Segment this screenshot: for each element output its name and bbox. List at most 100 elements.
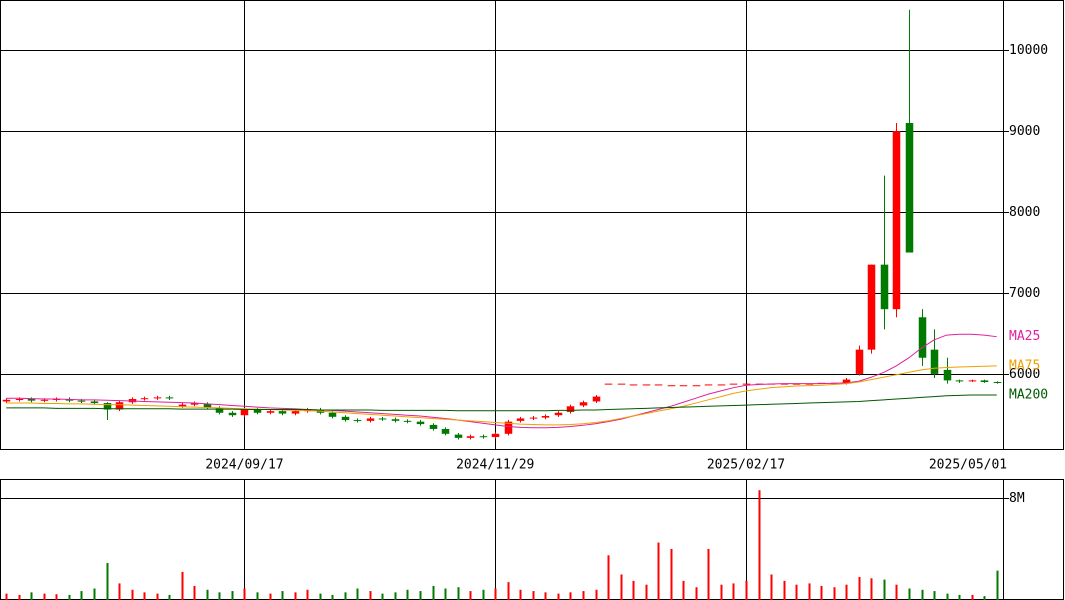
- candle-body: [604, 383, 613, 385]
- volume-bar: [369, 591, 372, 600]
- candle-body: [353, 420, 362, 422]
- volume-bar: [971, 594, 974, 600]
- volume-bar: [281, 591, 284, 600]
- volume-bar: [795, 584, 798, 600]
- volume-bar: [80, 591, 83, 600]
- candle-body: [40, 399, 49, 401]
- candle-body: [2, 399, 11, 402]
- volume-bar: [269, 593, 272, 600]
- candle-body: [77, 400, 86, 402]
- volume-bar: [996, 570, 999, 600]
- volume-bar: [720, 584, 723, 600]
- ma-line: [6, 394, 997, 412]
- candle-body: [378, 418, 387, 420]
- volume-bar: [682, 580, 685, 600]
- candle-body: [968, 380, 977, 382]
- volume-bar: [908, 588, 911, 600]
- candle-body: [291, 411, 300, 414]
- candle-body: [190, 403, 199, 405]
- candle-body: [454, 434, 463, 438]
- candle-body: [328, 412, 337, 417]
- volume-bar: [607, 555, 610, 600]
- volume-bar: [294, 592, 297, 600]
- candle-body: [140, 398, 149, 400]
- volume-bar: [469, 591, 472, 600]
- candle-body: [629, 384, 638, 386]
- candle-body: [717, 384, 726, 386]
- candle-body: [27, 399, 36, 401]
- candle-body: [805, 383, 814, 385]
- volume-bar: [168, 594, 171, 600]
- volume-bar: [758, 490, 761, 600]
- candle-body: [892, 131, 901, 310]
- candle-body: [742, 383, 751, 385]
- volume-bar: [68, 594, 71, 600]
- plot: [2, 9, 1002, 600]
- volume-bar: [845, 584, 848, 600]
- volume-bar: [519, 589, 522, 600]
- volume-bar: [30, 592, 33, 600]
- candle-body: [955, 380, 964, 382]
- candle-body: [416, 421, 425, 425]
- legend-label: MA75: [1009, 358, 1040, 373]
- volume-bar: [444, 588, 447, 600]
- candle-body: [466, 436, 475, 438]
- labels: 6000 7000 8000 9000 10000 8M 2024/09/17 2024/11…: [205, 43, 1048, 506]
- candle-body: [215, 407, 224, 413]
- candle-body: [930, 349, 939, 374]
- volume-bar: [306, 589, 309, 600]
- volume-bar: [143, 592, 146, 600]
- volume-bar: [620, 574, 623, 600]
- volume-bar: [670, 548, 673, 600]
- volume-bar: [193, 585, 196, 600]
- candle-body: [153, 397, 162, 399]
- volume-bar: [707, 548, 710, 600]
- candle-body: [792, 383, 801, 385]
- x-tick-label: 2024/09/17: [205, 458, 283, 473]
- candle-body: [980, 380, 989, 383]
- price-frame: [0, 0, 1064, 450]
- volume-bar: [595, 589, 598, 600]
- candle-body: [842, 379, 851, 384]
- volume-bar: [958, 594, 961, 600]
- volume-bar: [820, 585, 823, 600]
- legend-label: MA200: [1009, 387, 1048, 402]
- volume-bar: [356, 588, 359, 600]
- volume-bar: [632, 580, 635, 600]
- volume-bar: [181, 571, 184, 600]
- candle-body: [228, 412, 237, 416]
- volume-bar: [657, 542, 660, 600]
- candle-body: [366, 418, 375, 421]
- volume-bar: [331, 594, 334, 600]
- volume-bar: [870, 578, 873, 600]
- candle-body: [579, 402, 588, 406]
- volume-bar: [243, 588, 246, 600]
- candle-body: [667, 385, 676, 387]
- candle-body: [491, 433, 500, 438]
- candle-body: [642, 384, 651, 386]
- volume-bar: [18, 594, 21, 600]
- volume-bar: [457, 587, 460, 600]
- candle-body: [729, 383, 738, 385]
- candle-body: [403, 420, 412, 422]
- candle-body: [15, 399, 24, 401]
- candle-body: [855, 349, 864, 374]
- volume-bar: [946, 593, 949, 600]
- volume-bar: [921, 589, 924, 600]
- y-tick-label: 9000: [1009, 124, 1040, 139]
- volume-frame: [0, 479, 1064, 600]
- volume-bar: [206, 589, 209, 600]
- volume-bar: [344, 592, 347, 600]
- candle-body: [592, 396, 601, 402]
- volume-bar: [569, 592, 572, 600]
- candle-body: [679, 385, 688, 387]
- volume-bar: [732, 583, 735, 600]
- volume-bar: [55, 594, 58, 600]
- volume-bar: [319, 593, 322, 600]
- candle-body: [115, 402, 124, 410]
- candle-body: [441, 428, 450, 434]
- volume-bar: [983, 596, 986, 600]
- volume-bar: [482, 589, 485, 600]
- volume-bar: [544, 592, 547, 600]
